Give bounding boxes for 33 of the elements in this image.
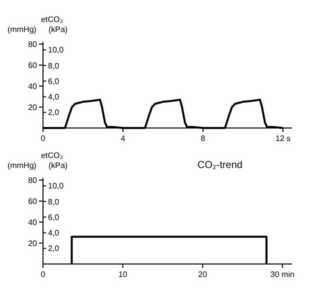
y2-tick-label: 4,0 <box>48 92 60 102</box>
y-tick-label: 20 <box>28 102 38 112</box>
x-tick-label: 0 <box>40 270 46 279</box>
y-axis-title: (mmHg) <box>8 25 37 34</box>
x-tick-label: 12 s <box>275 134 291 143</box>
y2-tick-label: 6,0 <box>48 212 60 222</box>
y-tick-label: 60 <box>28 196 38 206</box>
y-tick-label: 80 <box>28 40 38 49</box>
chart-title: etCO₂ <box>41 151 63 160</box>
y2-tick-label: 8,0 <box>48 197 60 206</box>
y2-tick-label: 2,0 <box>48 244 60 254</box>
x-tick-label: 30 min <box>270 270 294 279</box>
y-tick-label: 40 <box>28 82 38 91</box>
y2-tick-label: 6,0 <box>48 76 60 86</box>
y2-axis-title: (kPa) <box>48 25 68 34</box>
y2-tick-label: 10,0 <box>48 46 64 55</box>
x-tick-label: 8 <box>200 134 206 143</box>
y-tick-label: 40 <box>28 218 38 227</box>
y-axis-title: (mmHg) <box>8 161 37 170</box>
chart-title: etCO₂ <box>41 15 63 24</box>
x-tick-label: 0 <box>40 134 46 143</box>
text: CO₂-trend <box>197 160 243 171</box>
x-tick-label: 10 <box>118 270 128 279</box>
x-tick-label: 20 <box>198 270 208 279</box>
y-tick-label: 20 <box>28 238 38 248</box>
y-tick-label: 60 <box>28 60 38 70</box>
y2-axis-title: (kPa) <box>48 161 68 170</box>
y2-tick-label: 2,0 <box>48 108 60 118</box>
y-tick-label: 80 <box>28 176 38 185</box>
y2-tick-label: 8,0 <box>48 61 60 70</box>
y2-tick-label: 10,0 <box>48 182 64 191</box>
y2-tick-label: 4,0 <box>48 228 60 238</box>
x-tick-label: 4 <box>120 134 126 143</box>
